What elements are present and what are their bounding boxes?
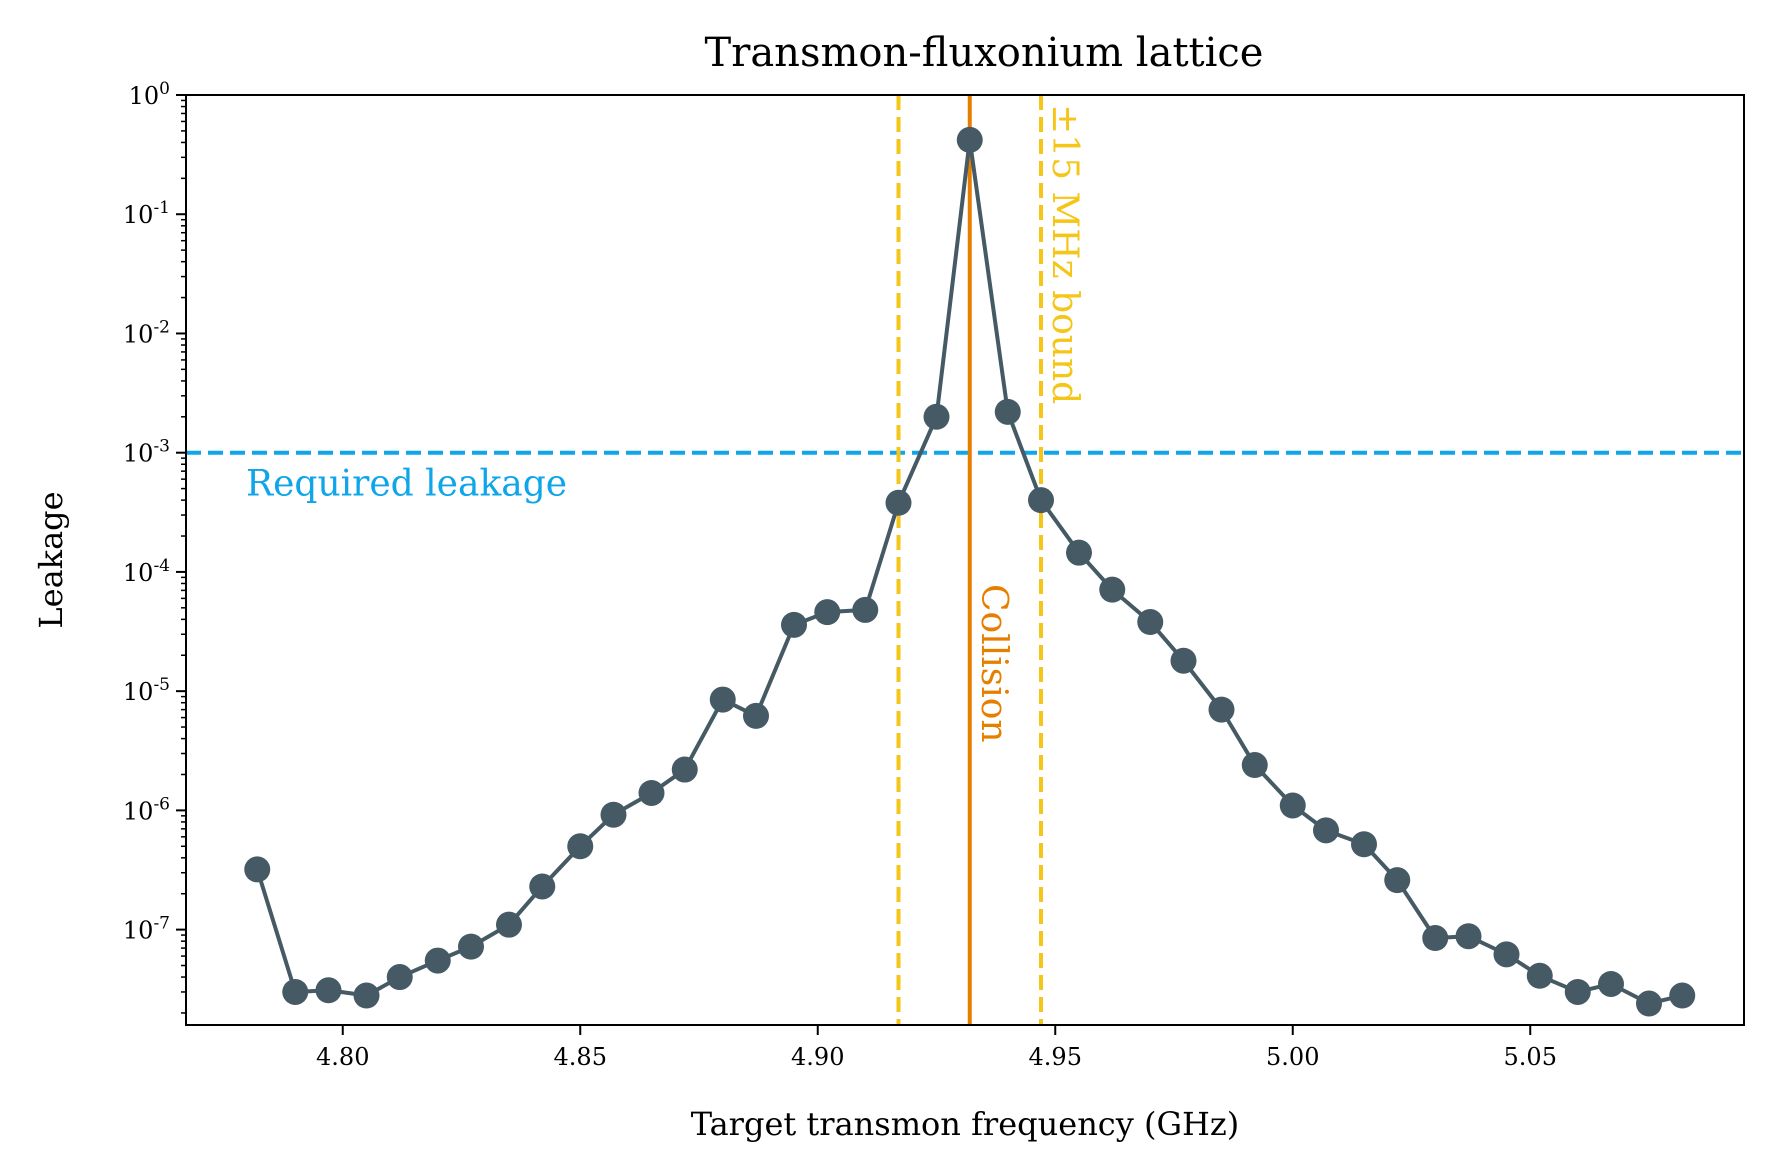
data-point [885, 489, 912, 516]
x-tick-label: 5.00 [1266, 1043, 1319, 1071]
x-tick-label: 5.05 [1504, 1043, 1557, 1071]
data-point [671, 756, 698, 783]
y-tick-label: 10-3 [123, 437, 170, 468]
data-point [923, 403, 950, 430]
data-point [1170, 647, 1197, 674]
data-point [1526, 962, 1553, 989]
data-point [709, 686, 736, 713]
data-point [1099, 576, 1126, 603]
x-axis-label: Target transmon frequency (GHz) [691, 1105, 1240, 1143]
y-tick-label: 10-7 [123, 914, 170, 945]
data-point [1455, 923, 1482, 950]
bound-label: ±15 MHz bound [1044, 104, 1085, 404]
data-point [1669, 982, 1696, 1009]
data-point [496, 911, 522, 938]
data-point [1384, 867, 1411, 894]
data-point [458, 933, 484, 960]
data-point [529, 873, 556, 900]
data-point [600, 801, 627, 828]
y-tick-label: 10-4 [123, 556, 170, 587]
data-point [1422, 925, 1449, 952]
data-point [1598, 970, 1624, 997]
data-point [1279, 792, 1306, 819]
data-point [424, 947, 451, 974]
y-axis-label: Leakage [32, 491, 70, 628]
data-point [1066, 539, 1092, 566]
data-point [1564, 978, 1591, 1005]
plot-area [186, 95, 1744, 1025]
y-tick-label: 10-6 [123, 794, 170, 825]
x-tick-label: 4.95 [1029, 1043, 1082, 1071]
required-leakage-label: Required leakage [246, 464, 567, 505]
data-point [814, 599, 841, 626]
data-point [638, 779, 665, 806]
data-point [315, 977, 342, 1004]
x-tick-label: 4.85 [554, 1043, 607, 1071]
data-point [1208, 696, 1235, 723]
data-point [743, 702, 769, 729]
y-tick-label: 10-1 [123, 198, 170, 229]
data-point [386, 964, 413, 991]
data-point [1493, 941, 1520, 968]
chart-title: Transmon-fluxonium lattice [705, 30, 1264, 76]
data-point [353, 982, 380, 1009]
data-point [1028, 487, 1054, 514]
data-point [282, 978, 309, 1005]
data-point [956, 126, 983, 153]
data-point [1313, 817, 1339, 844]
y-tick-label: 100 [129, 79, 170, 110]
data-point [567, 833, 594, 860]
data-point [1137, 609, 1164, 636]
data-point [1636, 990, 1662, 1017]
data-point [994, 398, 1021, 425]
data-point [852, 596, 879, 623]
data-point [1351, 831, 1377, 858]
collision-label: Collision [973, 584, 1014, 743]
x-tick-label: 4.80 [316, 1043, 369, 1071]
data-point [244, 856, 271, 883]
data-point [781, 611, 807, 638]
y-tick-label: 10-5 [123, 675, 170, 706]
x-tick-label: 4.90 [791, 1043, 844, 1071]
plot-frame [185, 94, 1745, 1026]
y-tick-label: 10-2 [123, 317, 170, 348]
data-point [1241, 752, 1268, 779]
